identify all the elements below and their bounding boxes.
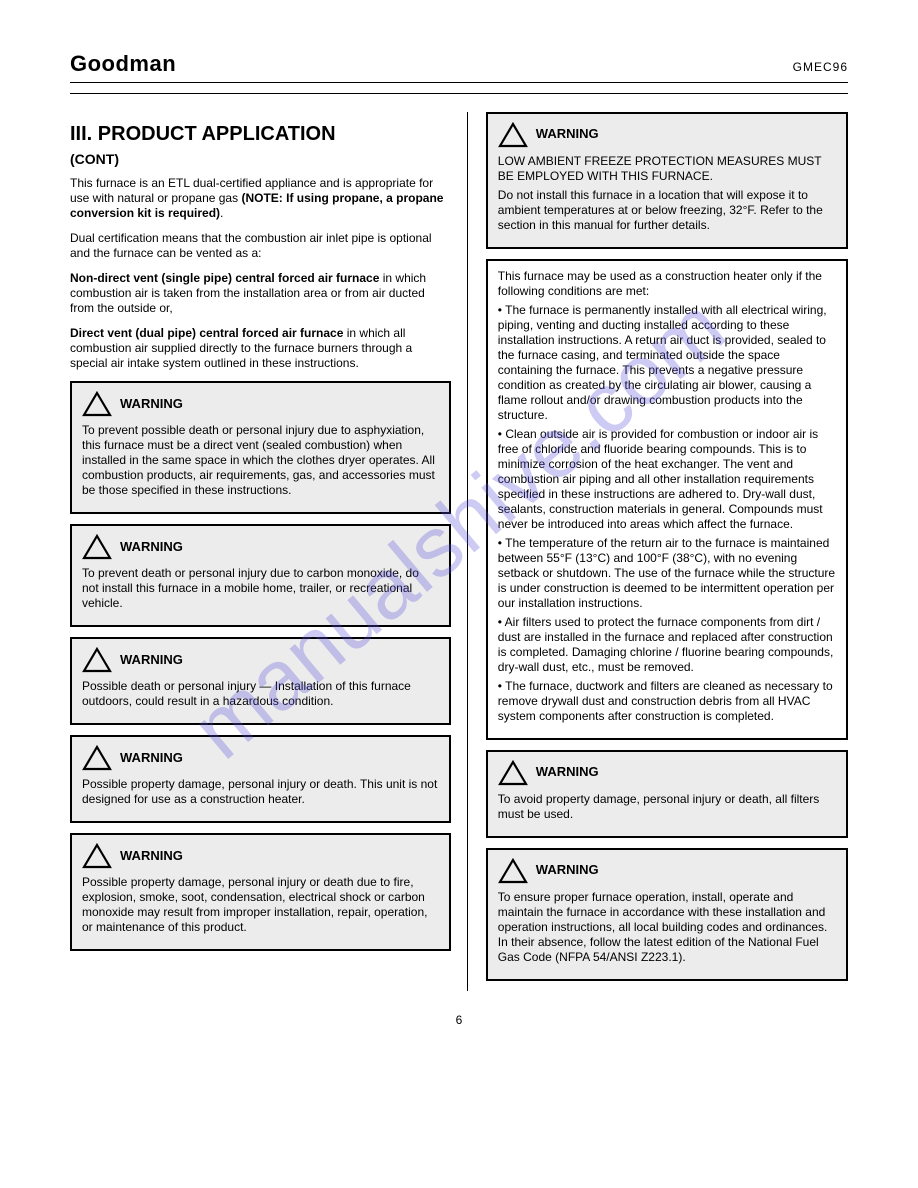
warning-box-codes: WARNING To ensure proper furnace operati… [486,848,848,981]
warning-body-1: LOW AMBIENT FREEZE PROTECTION MEASURES M… [498,154,836,184]
warning-title: WARNING [536,126,599,142]
warning-triangle-icon [82,647,112,673]
vent-type-title-2: Direct vent (dual pipe) central forced a… [70,326,343,340]
warning-body: To avoid property damage, personal injur… [498,792,836,822]
warning-triangle-icon [82,534,112,560]
info-bullet-1: • The furnace is permanently installed w… [498,303,836,423]
warning-box-mobile-home: WARNING To prevent death or personal inj… [70,524,451,627]
header-rule-bottom [70,93,848,94]
section-subheading: (CONT) [70,151,451,169]
warning-triangle-icon [498,760,528,786]
warning-triangle-icon [82,391,112,417]
warning-title: WARNING [536,862,599,878]
vent-type-non-direct: Non-direct vent (single pipe) central fo… [70,271,451,316]
header-rule-top [70,82,848,83]
warning-body: To ensure proper furnace operation, inst… [498,890,836,965]
warning-body: To prevent death or personal injury due … [82,566,439,611]
page-number: 6 [70,1013,848,1028]
warning-box-freeze-protection: WARNING LOW AMBIENT FREEZE PROTECTION ME… [486,112,848,249]
info-intro: This furnace may be used as a constructi… [498,269,836,299]
info-bullet-3: • The temperature of the return air to t… [498,536,836,611]
vent-type-direct: Direct vent (dual pipe) central forced a… [70,326,451,371]
info-bullet-5b: • The furnace, ductwork and filters are … [498,679,836,724]
warning-body: To prevent possible death or personal in… [82,423,439,498]
intro-paragraph-2: Dual certification means that the combus… [70,231,451,261]
info-bullet-4: • Air filters used to protect the furnac… [498,615,836,675]
brand-label: Goodman [70,50,176,78]
info-bullet-2: • Clean outside air is provided for comb… [498,427,836,532]
warning-body: Possible property damage, personal injur… [82,777,439,807]
warning-triangle-icon [82,843,112,869]
warning-triangle-icon [498,122,528,148]
warning-box-improper-install: WARNING Possible property damage, person… [70,833,451,951]
warning-title: WARNING [120,539,183,555]
warning-box-construction-heater: WARNING Possible property damage, person… [70,735,451,823]
warning-title: WARNING [536,764,599,780]
right-column: WARNING LOW AMBIENT FREEZE PROTECTION ME… [467,112,848,991]
warning-triangle-icon [82,745,112,771]
warning-title: WARNING [120,750,183,766]
warning-box-asphyxiation: WARNING To prevent possible death or per… [70,381,451,514]
section-heading: III. PRODUCT APPLICATION [70,122,451,147]
model-label: GMEC96 [793,60,848,75]
intro-paragraph-1: This furnace is an ETL dual-certified ap… [70,176,451,221]
vent-type-title-1: Non-direct vent (single pipe) central fo… [70,271,379,285]
left-column: III. PRODUCT APPLICATION (CONT) This fur… [70,112,451,991]
intro-text-c: . [220,206,223,220]
warning-title: WARNING [120,396,183,412]
warning-body: Possible property damage, personal injur… [82,875,439,935]
warning-body-2: Do not install this furnace in a locatio… [498,188,836,233]
warning-title: WARNING [120,848,183,864]
warning-body: Possible death or personal injury — Inst… [82,679,439,709]
warning-box-outdoors: WARNING Possible death or personal injur… [70,637,451,725]
warning-title: WARNING [120,652,183,668]
warning-triangle-icon [498,858,528,884]
info-box-construction-conditions: This furnace may be used as a constructi… [486,259,848,740]
warning-box-filters: WARNING To avoid property damage, person… [486,750,848,838]
two-column-layout: III. PRODUCT APPLICATION (CONT) This fur… [70,112,848,991]
